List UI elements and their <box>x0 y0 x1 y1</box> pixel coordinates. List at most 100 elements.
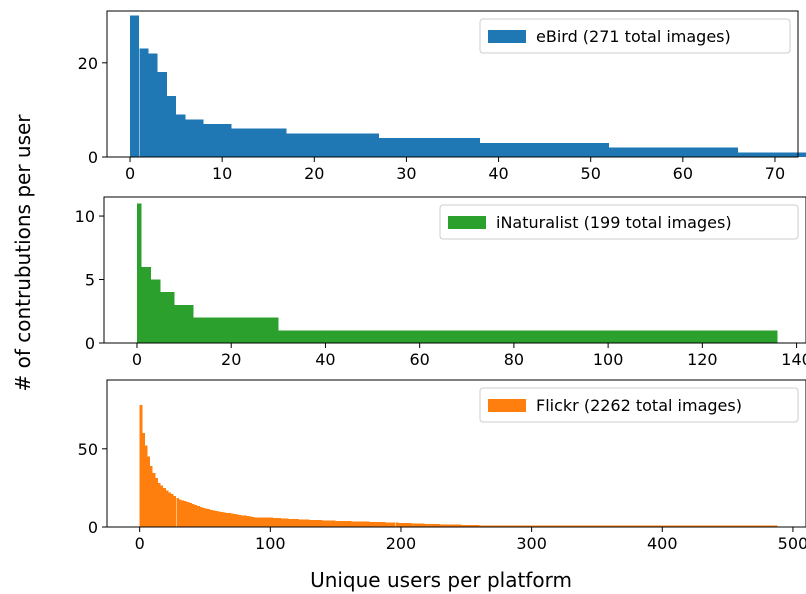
bar <box>330 520 334 527</box>
bar <box>157 483 161 527</box>
bar <box>463 524 467 527</box>
bar <box>615 525 618 527</box>
bar <box>147 456 151 527</box>
bar <box>672 525 676 527</box>
legend: Flickr (2262 total images) <box>479 387 799 423</box>
bar <box>377 522 381 527</box>
legend-label: Flickr (2262 total images) <box>536 396 742 415</box>
y-tick-label: 20 <box>78 54 98 73</box>
bar <box>215 511 219 527</box>
bar <box>259 517 263 527</box>
bar <box>604 525 608 527</box>
bar <box>333 520 336 527</box>
bar <box>207 509 211 527</box>
x-tick-label: 40 <box>488 164 508 183</box>
bar <box>487 525 490 527</box>
bar <box>286 133 379 157</box>
bar <box>270 517 273 527</box>
bar <box>421 523 425 527</box>
bar <box>518 525 522 527</box>
bar <box>667 525 671 527</box>
legend-label: iNaturalist (199 total images) <box>496 213 732 232</box>
bar <box>657 525 660 527</box>
bar <box>758 525 762 527</box>
legend: eBird (271 total images) <box>479 18 791 54</box>
bar <box>529 525 532 527</box>
x-tick-label: 10 <box>212 164 232 183</box>
bar <box>241 515 245 527</box>
bar <box>160 485 164 527</box>
bar <box>691 525 694 527</box>
bar <box>534 525 537 527</box>
bar <box>283 518 286 527</box>
bar <box>155 478 158 527</box>
bar <box>238 514 242 527</box>
bar <box>591 525 595 527</box>
bar <box>481 525 485 527</box>
bar <box>769 525 773 527</box>
bar <box>199 506 203 527</box>
bar <box>212 510 216 527</box>
bar <box>738 152 806 157</box>
y-tick-label: 10 <box>75 207 95 226</box>
legend-box <box>479 387 799 423</box>
legend: iNaturalist (199 total images) <box>439 204 799 240</box>
bar <box>651 525 655 527</box>
bar <box>304 519 307 527</box>
bar <box>484 525 488 527</box>
bar <box>130 15 140 157</box>
legend-label: eBird (271 total images) <box>536 27 731 46</box>
bar <box>184 501 187 527</box>
bar <box>555 525 558 527</box>
bar <box>387 522 391 527</box>
bar <box>680 525 684 527</box>
bar <box>738 525 741 527</box>
bar <box>163 488 166 527</box>
bar <box>448 524 451 527</box>
bar <box>327 520 331 527</box>
bar <box>338 520 341 527</box>
bar <box>272 517 276 527</box>
legend-box <box>439 204 799 240</box>
bar <box>766 525 770 527</box>
bar <box>440 524 443 527</box>
bar <box>683 525 686 527</box>
bar <box>278 330 778 343</box>
bar <box>565 525 569 527</box>
bar <box>607 525 611 527</box>
bar <box>513 525 516 527</box>
bar <box>359 521 362 527</box>
bar <box>646 525 650 527</box>
bar <box>735 525 739 527</box>
bar <box>204 508 208 527</box>
bar <box>453 524 456 527</box>
bar <box>753 525 757 527</box>
bar <box>547 525 550 527</box>
bar <box>231 128 287 157</box>
bar <box>408 523 412 527</box>
bar <box>411 523 415 527</box>
bar <box>662 525 665 527</box>
bar <box>374 521 378 527</box>
bar <box>197 505 200 527</box>
panel-inaturalist: 0 20 40 60 80 100 120 140 0 5 10 iNaturalist (199 t… <box>75 196 806 369</box>
bar <box>416 523 420 527</box>
y-tick-label: 5 <box>85 271 95 290</box>
x-tick-label: 80 <box>504 350 524 369</box>
bar <box>599 525 603 527</box>
bar <box>515 525 519 527</box>
bar <box>500 525 503 527</box>
bar <box>406 523 409 527</box>
bar <box>157 72 167 157</box>
bar <box>309 519 313 527</box>
bar <box>670 525 673 527</box>
bar <box>293 519 297 527</box>
bar <box>361 521 365 527</box>
bar <box>730 525 733 527</box>
bar <box>711 525 715 527</box>
bar <box>521 525 524 527</box>
bar <box>189 503 192 527</box>
bar <box>480 142 610 157</box>
bar <box>139 405 143 527</box>
bar <box>152 473 156 527</box>
